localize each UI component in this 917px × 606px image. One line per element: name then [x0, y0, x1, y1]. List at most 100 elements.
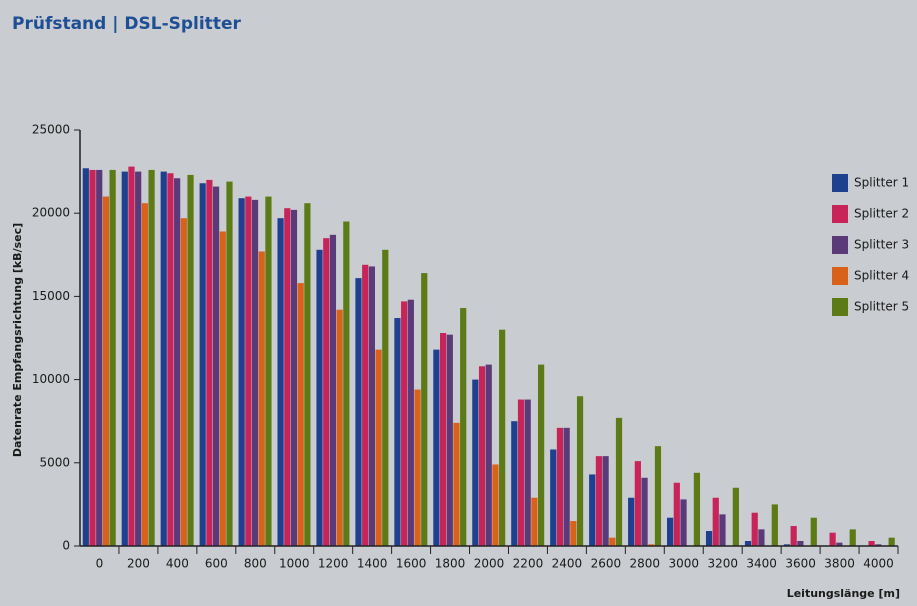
bar [323, 238, 330, 546]
bar [492, 464, 499, 546]
bar [712, 497, 719, 546]
bar [783, 544, 791, 546]
bar [654, 446, 662, 546]
bar [615, 417, 623, 546]
legend-swatch [832, 236, 848, 254]
x-tick-label: 4000 [863, 557, 894, 571]
x-tick-label: 0 [96, 557, 104, 571]
x-tick-label: 2600 [591, 557, 622, 571]
bar [284, 208, 291, 546]
bar [648, 544, 655, 546]
bar [109, 169, 116, 546]
bar [732, 487, 739, 546]
bar [680, 499, 687, 546]
bar [433, 349, 440, 546]
bar [212, 186, 220, 547]
bar [245, 196, 252, 546]
bar [362, 264, 369, 546]
bar [888, 537, 895, 546]
x-tick-label: 3400 [746, 557, 777, 571]
bar [343, 221, 350, 546]
legend-label: Splitter 3 [854, 238, 909, 252]
x-tick-label: 1600 [396, 557, 427, 571]
bar [836, 542, 843, 546]
bar [174, 178, 181, 547]
x-tick-label: 3000 [668, 557, 699, 571]
bar [135, 171, 142, 546]
bar [401, 301, 408, 546]
bar [180, 218, 187, 546]
bar [290, 209, 298, 546]
bar [576, 396, 584, 546]
bar [751, 512, 758, 546]
y-axis-title: Datenrate Empfangsrichtung [kB/sec] [11, 223, 24, 457]
bar [868, 541, 875, 546]
bar [265, 196, 272, 546]
bar [121, 171, 128, 546]
x-tick-label: 1200 [318, 557, 349, 571]
x-tick-label: 400 [166, 557, 189, 571]
bar [238, 198, 245, 546]
bar [705, 531, 713, 546]
bar [277, 218, 284, 546]
bar [89, 169, 96, 546]
y-tick-label: 5000 [39, 455, 70, 469]
legend-swatch [832, 174, 848, 192]
bar [219, 231, 226, 546]
bar [609, 537, 616, 546]
bar [316, 249, 323, 547]
bar [641, 477, 648, 546]
x-tick-label: 2800 [630, 557, 661, 571]
bar [394, 318, 401, 546]
bar [258, 251, 265, 547]
bar [602, 456, 609, 546]
bar [524, 399, 531, 546]
y-tick-label: 0 [62, 539, 70, 553]
x-tick-label: 1400 [357, 557, 388, 571]
bar [82, 168, 89, 546]
bar [226, 181, 233, 547]
bar [570, 521, 577, 546]
legend-swatch [832, 298, 848, 316]
legend-swatch [832, 267, 848, 285]
bar [382, 249, 389, 547]
bar [693, 472, 701, 546]
y-tick-label: 20000 [32, 206, 70, 220]
bar [187, 174, 194, 547]
x-tick-label: 3200 [707, 557, 738, 571]
x-tick-label: 600 [205, 557, 228, 571]
bar [550, 449, 557, 546]
bar [797, 541, 804, 546]
bar [329, 234, 337, 546]
bar [96, 169, 103, 546]
bar [511, 421, 518, 546]
bar [829, 532, 836, 546]
bar [810, 517, 817, 546]
legend-label: Splitter 5 [854, 300, 909, 314]
bar [485, 364, 492, 546]
chart-title: Prüfstand | DSL-Splitter [12, 14, 241, 34]
bar [517, 399, 525, 546]
x-tick-label: 3600 [785, 557, 816, 571]
bar [673, 482, 680, 546]
x-tick-label: 2400 [552, 557, 583, 571]
bar [719, 514, 726, 546]
x-tick-label: 1800 [435, 557, 466, 571]
bar [439, 333, 447, 546]
bar [160, 171, 167, 546]
bar [667, 517, 674, 546]
bar [199, 183, 206, 547]
bar [148, 169, 155, 546]
bar [538, 364, 545, 546]
x-axis-title: Leitungslänge [m] [787, 587, 900, 600]
y-tick-label: 10000 [32, 372, 70, 386]
bar [446, 334, 453, 546]
bar [531, 497, 538, 546]
x-tick-label: 200 [127, 557, 150, 571]
bar [251, 199, 259, 546]
legend-label: Splitter 1 [854, 176, 909, 190]
bar [206, 179, 213, 547]
bar [478, 366, 486, 546]
bar [141, 203, 148, 546]
